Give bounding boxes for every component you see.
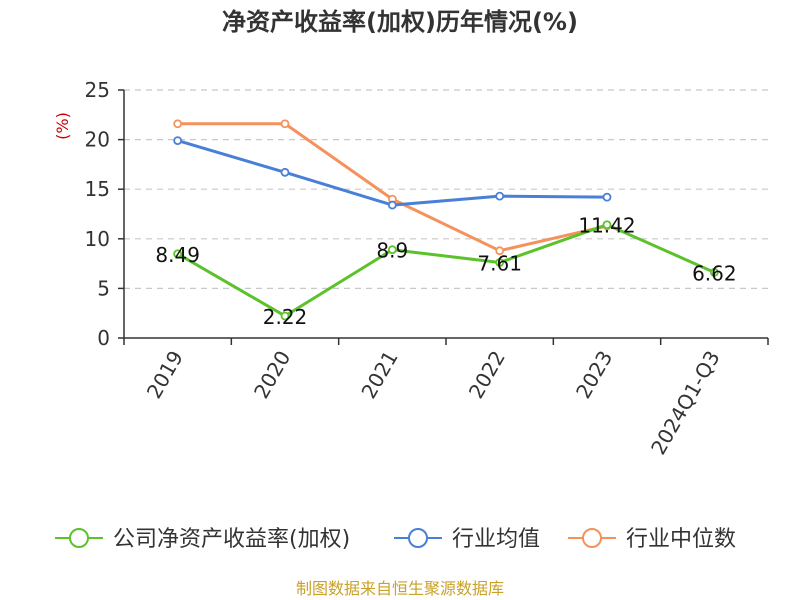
series-point-2 xyxy=(280,119,290,129)
y-tick-label: 0 xyxy=(97,326,110,350)
series-point-0 xyxy=(495,258,505,267)
series-point-0 xyxy=(709,267,719,277)
series-point-1 xyxy=(173,136,183,145)
series-point-1 xyxy=(387,200,397,210)
series-point-0 xyxy=(602,220,612,230)
series-point-0 xyxy=(387,245,397,255)
legend-label: 行业均值 xyxy=(452,527,540,552)
x-tick-label: 2021 xyxy=(356,347,402,403)
y-tick-label: 25 xyxy=(85,78,110,102)
series-point-1 xyxy=(280,167,290,177)
data-label: 8.49 xyxy=(155,243,200,267)
y-tick-label: 20 xyxy=(85,128,110,152)
axes: 0 5 10 15 20 25 2019 2020 2021 2022 2023 2024Q1-Q3 xyxy=(85,78,769,459)
legend-marker xyxy=(408,528,428,548)
data-label: 2.22 xyxy=(263,305,308,329)
series-point-2 xyxy=(173,119,183,129)
series-point-1 xyxy=(495,191,505,201)
series-point-2 xyxy=(495,246,505,256)
data-label: 7.61 xyxy=(477,252,522,276)
series-point-1 xyxy=(602,192,612,202)
series-layer xyxy=(173,119,719,321)
chart-title: 净资产收益率(加权)历年情况(%) xyxy=(222,8,578,36)
x-tick-label: 2022 xyxy=(464,346,510,402)
grid-lines xyxy=(124,89,768,289)
x-tick-label: 2020 xyxy=(249,347,295,403)
data-labels: 8.49 2.22 8.9 7.61 11.42 6.62 xyxy=(155,214,736,329)
legend-label: 行业中位数 xyxy=(626,527,736,552)
legend-label: 公司净资产收益率(加权) xyxy=(113,527,350,552)
legend: 公司净资产收益率(加权) 行业均值 行业中位数 xyxy=(55,527,736,552)
y-tick-label: 10 xyxy=(85,227,110,251)
legend-marker xyxy=(69,528,89,548)
legend-marker xyxy=(582,528,602,548)
source-note: 制图数据来自恒生聚源数据库 xyxy=(296,579,504,598)
data-label: 8.9 xyxy=(376,239,408,263)
y-tick-label: 15 xyxy=(85,177,110,201)
series-line-0 xyxy=(176,223,715,318)
y-tick-label: 5 xyxy=(97,276,110,300)
series-point-0 xyxy=(173,249,183,259)
series-line-2 xyxy=(177,122,608,253)
data-label: 6.62 xyxy=(692,261,737,285)
x-tick-label: 2019 xyxy=(142,347,188,403)
x-tick-label: 2023 xyxy=(571,347,617,403)
data-label: 11.42 xyxy=(578,214,635,238)
series-point-0 xyxy=(280,311,290,321)
x-tick-label: 2024Q1-Q3 xyxy=(646,347,725,459)
y-axis-label: (%) xyxy=(53,112,72,140)
